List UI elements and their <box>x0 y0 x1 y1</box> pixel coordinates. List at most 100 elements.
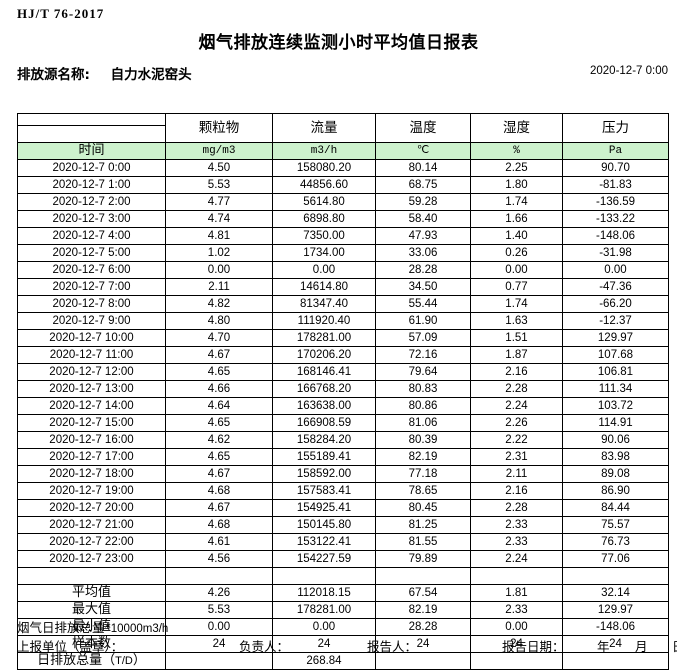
cell-dust: 4.77 <box>165 193 273 211</box>
table-summary-row: 最大值 5.53 178281.00 82.19 2.33 129.97 <box>17 601 669 619</box>
cell-temperature: 33.06 <box>375 244 471 262</box>
cell-time: 2020-12-7 20:00 <box>17 499 166 517</box>
cell-pressure: 89.08 <box>562 465 669 483</box>
cell-temperature: 80.14 <box>375 159 471 177</box>
cell-temperature: 57.09 <box>375 329 471 347</box>
cell-humidity: 2.24 <box>470 550 563 568</box>
daily-total-label-unit: T/D <box>115 655 133 667</box>
generated-datetime: 2020-12-7 0:00 <box>589 65 668 77</box>
page-title: 烟气排放连续监测小时平均值日报表 <box>198 33 479 53</box>
cell-humidity: 2.31 <box>470 448 563 466</box>
column-unit-temperature: ℃ <box>375 142 471 160</box>
summary-cell-dust: 0.00 <box>165 618 273 636</box>
daily-total-row: 日排放总量（T/D） 268.84 <box>17 652 669 670</box>
summary-cell-dust: 4.26 <box>165 584 273 602</box>
cell-humidity: 2.16 <box>470 482 563 500</box>
cell-humidity: 1.80 <box>470 176 563 194</box>
cell-flow: 178281.00 <box>272 329 376 347</box>
table-row: 2020-12-7 22:00 4.61 153122.41 81.55 2.33 76.… <box>17 533 669 551</box>
cell-time: 2020-12-7 15:00 <box>17 414 166 432</box>
cell-humidity: 2.11 <box>470 465 563 483</box>
cell-humidity: 2.16 <box>470 363 563 381</box>
cell-time: 2020-12-7 7:00 <box>17 278 166 296</box>
table-row: 2020-12-7 3:00 4.74 6898.80 58.40 1.66 -133.2… <box>17 210 669 228</box>
cell-flow: 44856.60 <box>272 176 376 194</box>
summary-cell-temperature: 67.54 <box>375 584 471 602</box>
footer-note: 烟气日排放总量*10000m3/h <box>17 617 168 636</box>
cell-pressure: 90.06 <box>562 431 669 449</box>
cell-flow: 81347.40 <box>272 295 376 313</box>
cell-flow: 14614.80 <box>272 278 376 296</box>
cell-pressure: 75.57 <box>562 516 669 534</box>
cell-temperature: 34.50 <box>375 278 471 296</box>
cell-pressure: 0.00 <box>562 261 669 279</box>
cell-dust: 4.56 <box>165 550 273 568</box>
cell-temperature: 78.65 <box>375 482 471 500</box>
cell-flow: 155189.41 <box>272 448 376 466</box>
cell-dust: 4.81 <box>165 227 273 245</box>
cell-temperature: 81.06 <box>375 414 471 432</box>
cell-humidity: 2.33 <box>470 516 563 534</box>
summary-cell-temperature: 82.19 <box>375 601 471 619</box>
cell-temperature: 55.44 <box>375 295 471 313</box>
cell-humidity: 2.25 <box>470 159 563 177</box>
cell-flow: 6898.80 <box>272 210 376 228</box>
summary-cell-pressure: 129.97 <box>562 601 669 619</box>
cell-flow: 7350.00 <box>272 227 376 245</box>
header-corner-divider <box>17 114 166 142</box>
cell-time: 2020-12-7 5:00 <box>17 244 166 262</box>
cell-time: 2020-12-7 12:00 <box>17 363 166 381</box>
cell-temperature: 81.25 <box>375 516 471 534</box>
cell-pressure: 86.90 <box>562 482 669 500</box>
summary-cell-dust: 5.53 <box>165 601 273 619</box>
spacer-cell <box>17 567 166 585</box>
cell-temperature: 58.40 <box>375 210 471 228</box>
cell-pressure: -66.20 <box>562 295 669 313</box>
cell-dust: 4.67 <box>165 499 273 517</box>
column-header-flow: 流量 <box>272 113 376 143</box>
table-row: 2020-12-7 7:00 2.11 14614.80 34.50 0.77 -47.3… <box>17 278 669 296</box>
cell-temperature: 61.90 <box>375 312 471 330</box>
cell-dust: 2.11 <box>165 278 273 296</box>
cell-time: 2020-12-7 16:00 <box>17 431 166 449</box>
spacer-cell <box>375 567 471 585</box>
table-row: 2020-12-7 8:00 4.82 81347.40 55.44 1.74 -66.2… <box>17 295 669 313</box>
table-summary-row: 平均值 4.26 112018.15 67.54 1.81 32.14 <box>17 584 669 602</box>
column-header-time: 时间 <box>17 142 166 160</box>
column-header-temperature: 温度 <box>375 113 471 143</box>
table-row: 2020-12-7 16:00 4.62 158284.20 80.39 2.22 90.… <box>17 431 669 449</box>
cell-pressure: -133.22 <box>562 210 669 228</box>
cell-humidity: 2.22 <box>470 431 563 449</box>
summary-cell-pressure: 32.14 <box>562 584 669 602</box>
cell-temperature: 72.16 <box>375 346 471 364</box>
cell-flow: 153122.41 <box>272 533 376 551</box>
column-header-humidity: 湿度 <box>470 113 563 143</box>
spacer-cell <box>470 567 563 585</box>
report-date-label: 报告日期： <box>502 639 565 654</box>
report-unit-label: 上报单位（盖章）： <box>17 639 124 654</box>
cell-pressure: 84.44 <box>562 499 669 517</box>
cell-time: 2020-12-7 22:00 <box>17 533 166 551</box>
cell-dust: 4.67 <box>165 465 273 483</box>
cell-dust: 4.65 <box>165 363 273 381</box>
table-header-names: 颗粒物 流量 温度 湿度 压力 <box>17 113 669 143</box>
cell-pressure: -148.06 <box>562 227 669 245</box>
table-row: 2020-12-7 6:00 0.00 0.00 28.28 0.00 0.00 <box>17 261 669 279</box>
cell-flow: 1734.00 <box>272 244 376 262</box>
table-row: 2020-12-7 14:00 4.64 163638.00 80.86 2.24 103… <box>17 397 669 415</box>
cell-dust: 4.64 <box>165 397 273 415</box>
year-label: 年 <box>597 639 610 654</box>
cell-dust: 4.65 <box>165 414 273 432</box>
cell-time: 2020-12-7 9:00 <box>17 312 166 330</box>
daily-total-pressure <box>562 652 669 670</box>
cell-time: 2020-12-7 4:00 <box>17 227 166 245</box>
table-row: 2020-12-7 2:00 4.77 5614.80 59.28 1.74 -136.5… <box>17 193 669 211</box>
cell-dust: 4.62 <box>165 431 273 449</box>
cell-pressure: 83.98 <box>562 448 669 466</box>
manager-label: 负责人： <box>239 639 290 654</box>
cell-dust: 4.70 <box>165 329 273 347</box>
day-label: 日 <box>672 636 677 655</box>
cell-flow: 5614.80 <box>272 193 376 211</box>
cell-time: 2020-12-7 23:00 <box>17 550 166 568</box>
daily-total-label: 日排放总量（T/D） <box>17 652 166 670</box>
